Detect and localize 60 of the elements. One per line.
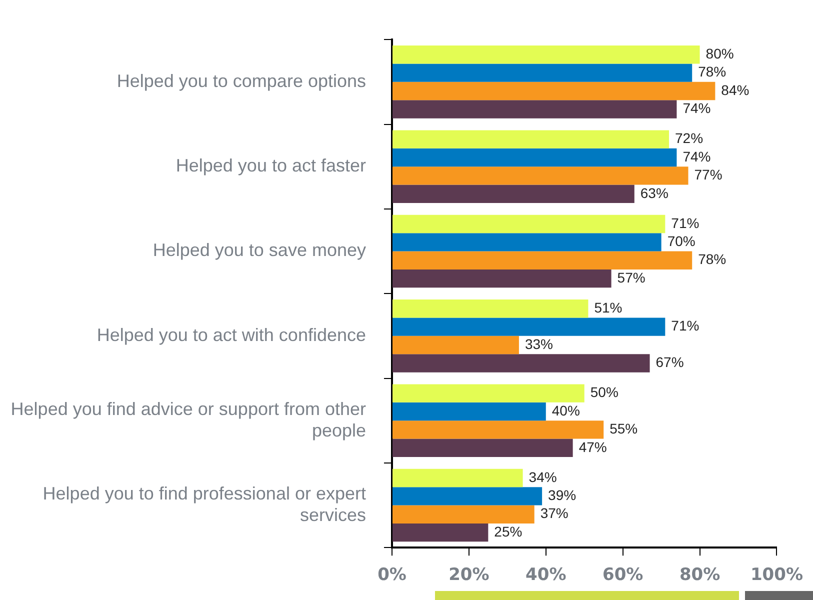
data-label: 50% [590,384,618,400]
data-label: 57% [617,269,646,286]
bar [392,251,692,270]
y-tick-label: Helped you to compare options [116,70,366,91]
data-label: 84% [721,82,750,98]
bar [392,100,677,118]
bar [392,336,519,354]
data-label: 63% [640,184,668,201]
x-tick-label: 100% [750,565,804,586]
data-label: 74% [682,148,711,164]
data-label: 67% [656,354,684,370]
data-label: 34% [528,468,557,485]
data-label: 40% [552,402,580,418]
bar [392,148,677,167]
bar [392,402,546,421]
bar [392,184,634,204]
bar [392,318,666,336]
data-label: 74% [682,100,711,116]
x-tick-label: 40% [526,565,566,586]
x-tick-label: 20% [448,565,490,586]
bar [392,468,523,488]
y-tick-label: Helped you to find professional or expert services [42,483,366,526]
bar [392,354,650,372]
data-label: 77% [694,166,722,183]
data-label: 71% [671,214,700,231]
bar [392,64,692,82]
data-label: 37% [540,505,568,522]
data-label: 47% [578,438,607,455]
data-label: 33% [524,336,553,352]
bar [392,214,666,234]
bar [392,523,488,542]
bar [392,505,534,524]
data-label: 70% [667,233,696,250]
y-tick-label: Helped you find advice or support from other people [10,398,366,440]
data-label: 78% [698,64,726,80]
bar [392,384,584,402]
bar [392,46,700,64]
data-label: 80% [706,45,734,62]
bar [392,269,612,288]
x-tick-label: 60% [602,565,644,586]
bar [392,166,688,185]
data-label: 72% [675,130,704,146]
bar [392,233,662,252]
y-tick-label: Helped you to act with confidence [96,324,366,345]
x-tick-label: 0% [378,565,406,586]
bar [392,487,542,506]
bar [392,420,604,439]
data-label: 39% [548,487,576,504]
bar [392,300,588,318]
data-label: 71% [671,318,700,334]
data-label: 25% [494,523,522,540]
y-tick-label: Helped you to act faster [176,156,366,176]
x-tick-label: 80% [679,565,720,586]
data-label: 55% [610,420,638,437]
data-label: 51% [594,299,622,316]
bar [392,130,670,148]
bar [392,82,716,100]
data-label: 78% [698,251,726,268]
bar [392,438,573,458]
y-tick-label: Helped you to save money [152,240,366,260]
